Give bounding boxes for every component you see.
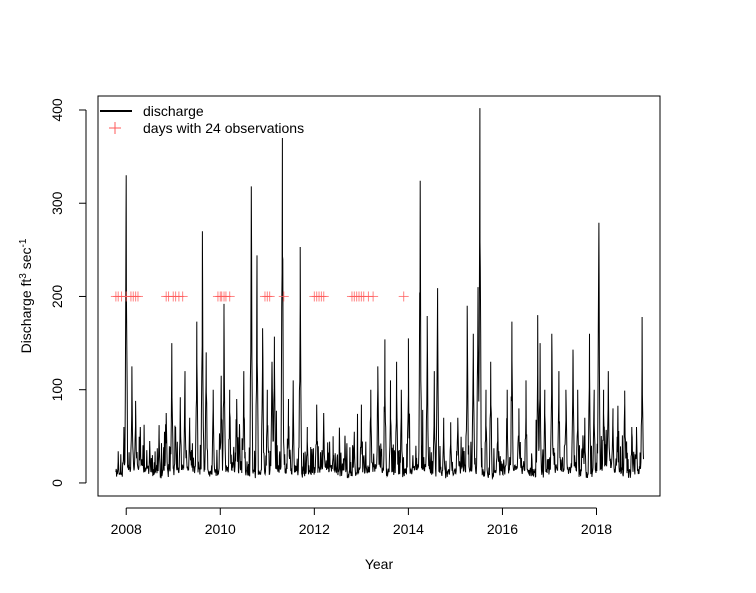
observation-day-marker [318,291,329,302]
observation-day-marker [177,291,188,302]
observation-day-marker [264,291,275,302]
y-axis-title: Discharge ft3 sec-1 [18,238,35,353]
y-axis-title-superscript-2: -1 [18,238,29,247]
legend: discharge days with 24 observations [100,103,304,136]
legend-plus-marker [109,122,121,134]
legend-observations-label: days with 24 observations [143,120,304,136]
y-axis-title-mid: sec [18,247,34,273]
observation-day-marker [398,291,409,302]
legend-discharge-label: discharge [143,103,204,119]
y-tick-label: 100 [49,378,65,402]
y-tick-label: 0 [49,479,65,487]
observation-day-marker [224,291,235,302]
y-tick-label: 200 [49,285,65,309]
y-tick-label: 300 [49,191,65,215]
plot-frame [97,95,661,497]
plot-content [110,108,644,481]
x-tick-label: 2014 [393,521,424,537]
observation-day-marker [132,291,143,302]
y-axis: 0 100 200 300 400 [49,98,87,487]
observation-day-marker [368,291,379,302]
x-tick-label: 2018 [581,521,612,537]
discharge-series-line [115,108,644,481]
x-tick-label: 2010 [205,521,236,537]
x-tick-label: 2012 [299,521,330,537]
x-tick-label: 2016 [487,521,518,537]
y-axis-title-main: Discharge ft [18,279,34,354]
observation-day-marker [278,291,289,302]
y-axis-title-superscript-1: 3 [18,273,29,279]
y-tick-label: 400 [49,98,65,122]
x-axis: 2008 2010 2012 2014 2016 2018 [111,507,612,537]
x-tick-label: 2008 [111,521,142,537]
x-axis-title: Year [365,556,394,572]
